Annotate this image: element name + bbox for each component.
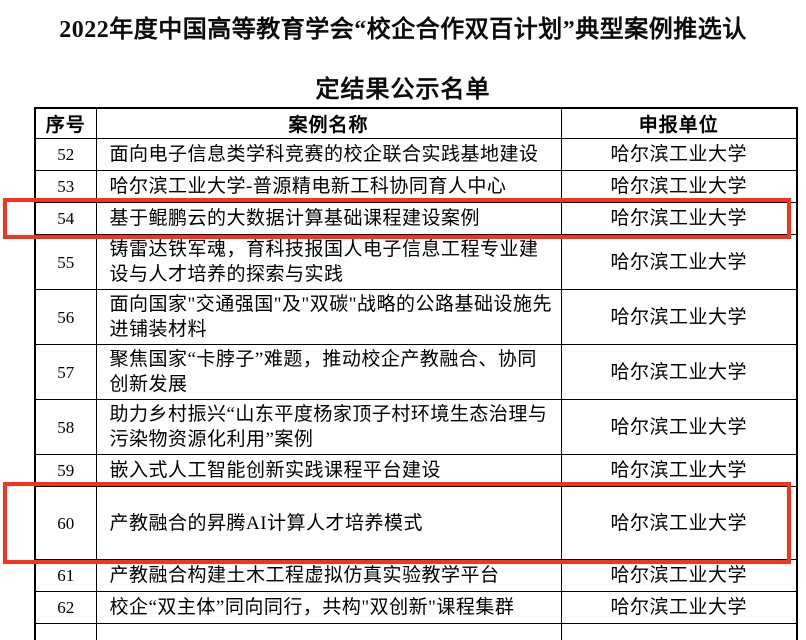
table-row: 55 铸雷达铁军魂，育科技报国人电子信息工程专业建设与人才培养的探索与实践 哈尔… [34, 234, 798, 290]
table-body: 52 面向电子信息类学科竞赛的校企联合实践基地建设 哈尔滨工业大学 53 哈尔滨… [34, 138, 798, 640]
row-case-name: 嵌入式人工智能创新实践课程平台建设 [95, 454, 562, 487]
column-header-case-name: 案例名称 [95, 107, 562, 139]
row-unit: 哈尔滨工业大学 [560, 202, 798, 235]
row-unit: 哈尔滨工业大学 [560, 170, 798, 203]
row-case-name: 面向国家"交通强国"及"双碳"战略的公路基础设施先进铺装材料 [95, 289, 562, 345]
row-unit: 哈尔滨工业大学 [560, 138, 798, 171]
table-row: 52 面向电子信息类学科竞赛的校企联合实践基地建设 哈尔滨工业大学 [34, 138, 798, 171]
table-row: 60 产教融合的昇腾AI计算人才培养模式 哈尔滨工业大学 [34, 486, 798, 560]
column-header-seq: 序号 [34, 107, 97, 139]
row-seq: 53 [34, 170, 97, 203]
results-table: 序号 案例名称 申报单位 52 面向电子信息类学科竞赛的校企联合实践基地建设 哈… [34, 107, 798, 640]
row-unit [560, 623, 798, 640]
row-case-name: 铸雷达铁军魂，育科技报国人电子信息工程专业建设与人才培养的探索与实践 [95, 234, 562, 290]
row-seq: 60 [34, 486, 97, 560]
table-row: 59 嵌入式人工智能创新实践课程平台建设 哈尔滨工业大学 [34, 454, 798, 487]
title-line-2: 定结果公示名单 [315, 77, 491, 103]
row-seq [34, 623, 97, 640]
row-unit: 哈尔滨工业大学 [560, 399, 798, 455]
row-unit: 哈尔滨工业大学 [560, 486, 798, 560]
row-seq: 62 [34, 591, 97, 624]
row-case-name: 助力乡村振兴“山东平度杨家顶子村环境生态治理与污染物资源化利用”案例 [95, 399, 562, 455]
row-seq: 54 [34, 202, 97, 235]
row-case-name: 产教融合构建土木工程虚拟仿真实验教学平台 [95, 559, 562, 592]
row-seq: 57 [34, 344, 97, 400]
row-seq: 52 [34, 138, 97, 171]
row-unit: 哈尔滨工业大学 [560, 289, 798, 345]
row-unit: 哈尔滨工业大学 [560, 234, 798, 290]
table-row: 57 聚焦国家“卡脖子”难题，推动校企产教融合、协同创新发展 哈尔滨工业大学 [34, 344, 798, 400]
row-unit: 哈尔滨工业大学 [560, 344, 798, 400]
table-row: 54 基于鲲鹏云的大数据计算基础课程建设案例 哈尔滨工业大学 [34, 202, 798, 235]
row-case-name [95, 623, 562, 640]
row-seq: 59 [34, 454, 97, 487]
row-seq: 58 [34, 399, 97, 455]
row-seq: 56 [34, 289, 97, 345]
row-case-name: 聚焦国家“卡脖子”难题，推动校企产教融合、协同创新发展 [95, 344, 562, 400]
document-title: 2022年度中国高等教育学会“校企合作双百计划”典型案例推选认 定结果公示名单 [0, 0, 806, 104]
table-row: 58 助力乡村振兴“山东平度杨家顶子村环境生态治理与污染物资源化利用”案例 哈尔… [34, 399, 798, 455]
table-row: 56 面向国家"交通强国"及"双碳"战略的公路基础设施先进铺装材料 哈尔滨工业大… [34, 289, 798, 345]
row-unit: 哈尔滨工业大学 [560, 591, 798, 624]
table-row: 61 产教融合构建土木工程虚拟仿真实验教学平台 哈尔滨工业大学 [34, 559, 798, 592]
row-case-name: 校企“双主体”同向同行，共构"双创新"课程集群 [95, 591, 562, 624]
row-seq: 61 [34, 559, 97, 592]
row-case-name: 哈尔滨工业大学-普源精电新工科协同育人中心 [95, 170, 562, 203]
row-unit: 哈尔滨工业大学 [560, 454, 798, 487]
column-header-unit: 申报单位 [560, 107, 798, 139]
row-case-name: 面向电子信息类学科竞赛的校企联合实践基地建设 [95, 138, 562, 171]
table-row-partial [34, 623, 798, 640]
table-row: 53 哈尔滨工业大学-普源精电新工科协同育人中心 哈尔滨工业大学 [34, 170, 798, 203]
row-seq: 55 [34, 234, 97, 290]
row-unit: 哈尔滨工业大学 [560, 559, 798, 592]
table-row: 62 校企“双主体”同向同行，共构"双创新"课程集群 哈尔滨工业大学 [34, 591, 798, 624]
title-line-1: 2022年度中国高等教育学会“校企合作双百计划”典型案例推选认 [59, 17, 747, 43]
table-header-row: 序号 案例名称 申报单位 [34, 107, 798, 139]
row-case-name: 基于鲲鹏云的大数据计算基础课程建设案例 [95, 202, 562, 235]
row-case-name: 产教融合的昇腾AI计算人才培养模式 [95, 486, 562, 560]
